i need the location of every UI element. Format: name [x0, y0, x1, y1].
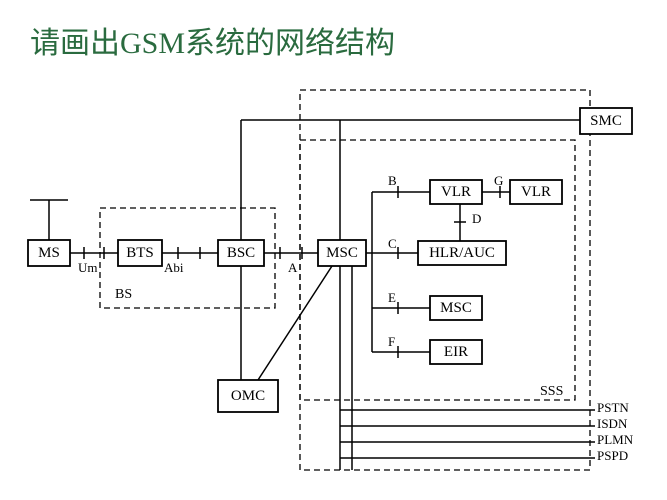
edge-label-Abi: Abi: [164, 260, 184, 275]
node-label-HLR: HLR/AUC: [429, 245, 495, 261]
edge-label-F: F: [388, 334, 395, 349]
gsm-network-diagram: BS SSS Um Abi A B C D E F G PSTNISDNPLMNPSPD MS BTS BS…: [0, 0, 667, 500]
node-label-MSC: MSC: [326, 245, 358, 261]
node-label-OMC: OMC: [231, 388, 265, 404]
region-label-BS: BS: [115, 287, 132, 302]
region-label-SSS: SSS: [540, 384, 563, 399]
edge-label-Um: Um: [78, 260, 98, 275]
ext-PSTN: PSTN: [597, 400, 629, 415]
node-label-BTS: BTS: [126, 245, 154, 261]
ext-PLMN: PLMN: [597, 432, 634, 447]
edge-label-G: G: [494, 173, 503, 188]
ext-PSPD: PSPD: [597, 448, 628, 463]
node-label-VLR2: VLR: [521, 184, 551, 200]
node-label-MS: MS: [38, 245, 60, 261]
node-label-MSC2: MSC: [440, 300, 472, 316]
edge-label-C: C: [388, 236, 397, 251]
node-label-SMC: SMC: [590, 113, 622, 129]
edge-label-A: A: [288, 260, 298, 275]
edge-label-E: E: [388, 290, 396, 305]
node-label-VLR: VLR: [441, 184, 471, 200]
edge-label-B: B: [388, 173, 397, 188]
ext-ISDN: ISDN: [597, 416, 628, 431]
node-label-EIR: EIR: [444, 344, 468, 360]
node-label-BSC: BSC: [227, 245, 255, 261]
edge-label-D: D: [472, 211, 481, 226]
